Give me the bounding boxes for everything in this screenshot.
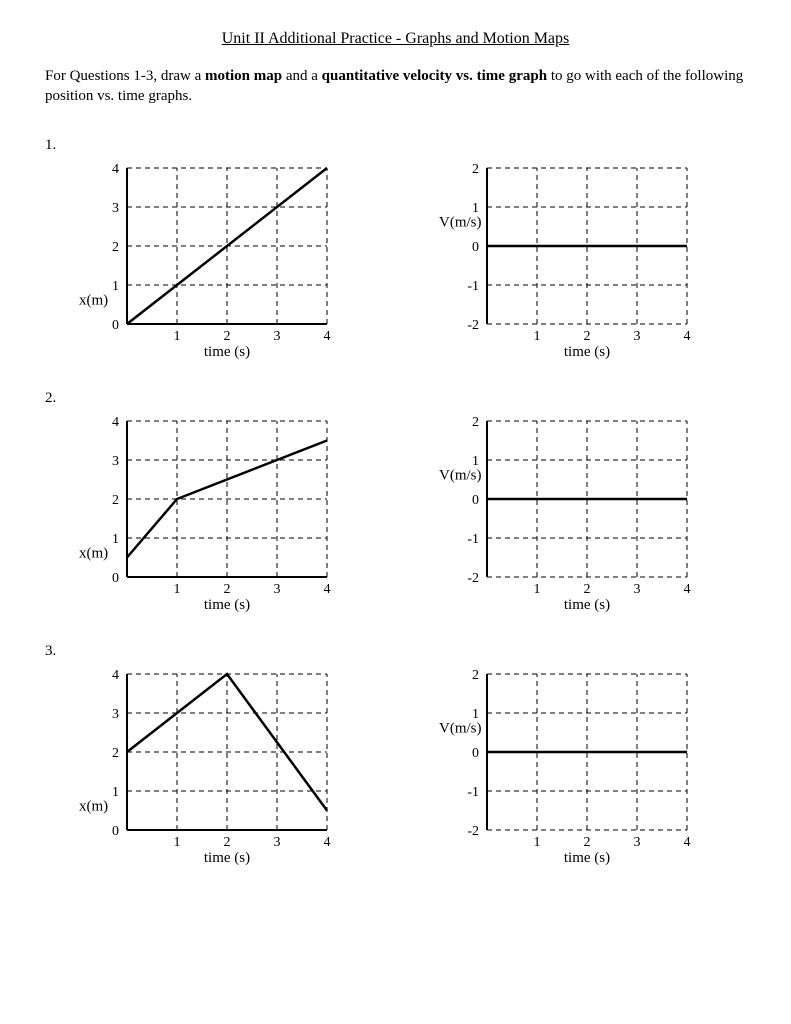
page-title: Unit II Additional Practice - Graphs and…	[45, 30, 746, 48]
svg-text:4: 4	[112, 668, 119, 683]
position-chart: 0 1 2 3 4 1 2 3 4 x(m) time (s)	[75, 160, 335, 360]
svg-text:2: 2	[112, 746, 119, 761]
chart-row: 0 1 2 3 4 1 2 3 4 x(m) time (s) -2 -1 0 1 2 1 2 3 4 V(m/s) t…	[75, 666, 746, 866]
svg-text:3: 3	[274, 329, 281, 344]
svg-text:V(m/s): V(m/s)	[439, 467, 482, 483]
svg-text:4: 4	[684, 329, 691, 344]
question-number: 1.	[45, 137, 746, 154]
svg-text:1: 1	[112, 279, 119, 294]
instr-b2: quantitative velocity vs. time graph	[322, 68, 547, 84]
svg-text:3: 3	[634, 329, 641, 344]
svg-text:-2: -2	[467, 571, 479, 586]
svg-text:0: 0	[112, 318, 119, 333]
question-number: 2.	[45, 390, 746, 407]
svg-text:time (s): time (s)	[204, 850, 250, 866]
svg-text:2: 2	[112, 240, 119, 255]
svg-text:1: 1	[534, 329, 541, 344]
velocity-chart: -2-10121234V(m/s)time (s)	[435, 160, 695, 360]
svg-text:0: 0	[472, 746, 479, 761]
question-number: 3.	[45, 643, 746, 660]
svg-text:2: 2	[224, 329, 231, 344]
svg-text:4: 4	[112, 415, 119, 430]
svg-text:2: 2	[472, 668, 479, 683]
svg-text:2: 2	[472, 162, 479, 177]
svg-text:3: 3	[112, 201, 119, 216]
svg-text:V(m/s): V(m/s)	[439, 720, 482, 736]
svg-text:x(m): x(m)	[79, 798, 108, 814]
svg-text:-2: -2	[467, 824, 479, 839]
svg-text:4: 4	[112, 162, 119, 177]
svg-text:0: 0	[112, 571, 119, 586]
svg-text:1: 1	[174, 835, 181, 850]
svg-text:-1: -1	[467, 279, 479, 294]
svg-text:2: 2	[472, 415, 479, 430]
svg-text:0: 0	[112, 824, 119, 839]
svg-text:time (s): time (s)	[564, 344, 610, 360]
svg-text:4: 4	[324, 329, 331, 344]
svg-text:2: 2	[584, 582, 591, 597]
svg-text:2: 2	[224, 582, 231, 597]
svg-text:3: 3	[634, 835, 641, 850]
svg-text:3: 3	[274, 835, 281, 850]
svg-text:-1: -1	[467, 532, 479, 547]
instruction-text: For Questions 1-3, draw a motion map and…	[45, 66, 746, 107]
svg-text:4: 4	[684, 835, 691, 850]
svg-text:V(m/s): V(m/s)	[439, 214, 482, 230]
svg-text:2: 2	[224, 835, 231, 850]
instr-mid: and a	[282, 68, 322, 84]
chart-row: 0 1 2 3 4 1 2 3 4 x(m) time (s) -2 -1 0 1 2 1 2 3 4 V(m/s) t…	[75, 160, 746, 360]
svg-text:x(m): x(m)	[79, 545, 108, 561]
svg-text:0: 0	[472, 493, 479, 508]
velocity-chart: -2-10121234V(m/s)time (s)	[435, 413, 695, 613]
svg-text:3: 3	[112, 454, 119, 469]
svg-text:-1: -1	[467, 785, 479, 800]
svg-text:time (s): time (s)	[204, 344, 250, 360]
svg-text:-2: -2	[467, 318, 479, 333]
svg-text:3: 3	[112, 707, 119, 722]
svg-text:time (s): time (s)	[204, 597, 250, 613]
svg-text:1: 1	[112, 532, 119, 547]
svg-text:1: 1	[534, 582, 541, 597]
position-chart: 0 1 2 3 4 1 2 3 4 x(m) time (s)	[75, 666, 335, 866]
svg-text:2: 2	[584, 835, 591, 850]
svg-text:4: 4	[684, 582, 691, 597]
svg-text:3: 3	[634, 582, 641, 597]
svg-text:time (s): time (s)	[564, 597, 610, 613]
svg-text:2: 2	[112, 493, 119, 508]
instr-pre: For Questions 1-3, draw a	[45, 68, 205, 84]
svg-text:0: 0	[472, 240, 479, 255]
svg-text:1: 1	[174, 582, 181, 597]
chart-row: 0 1 2 3 4 1 2 3 4 x(m) time (s) -2 -1 0 1 2 1 2 3 4 V(m/s) t…	[75, 413, 746, 613]
svg-text:time (s): time (s)	[564, 850, 610, 866]
svg-text:4: 4	[324, 582, 331, 597]
svg-text:3: 3	[274, 582, 281, 597]
instr-b1: motion map	[205, 68, 282, 84]
svg-text:1: 1	[112, 785, 119, 800]
svg-text:1: 1	[534, 835, 541, 850]
svg-text:2: 2	[584, 329, 591, 344]
svg-text:4: 4	[324, 835, 331, 850]
svg-text:x(m): x(m)	[79, 292, 108, 308]
position-chart: 0 1 2 3 4 1 2 3 4 x(m) time (s)	[75, 413, 335, 613]
velocity-chart: -2-10121234V(m/s)time (s)	[435, 666, 695, 866]
svg-text:1: 1	[174, 329, 181, 344]
